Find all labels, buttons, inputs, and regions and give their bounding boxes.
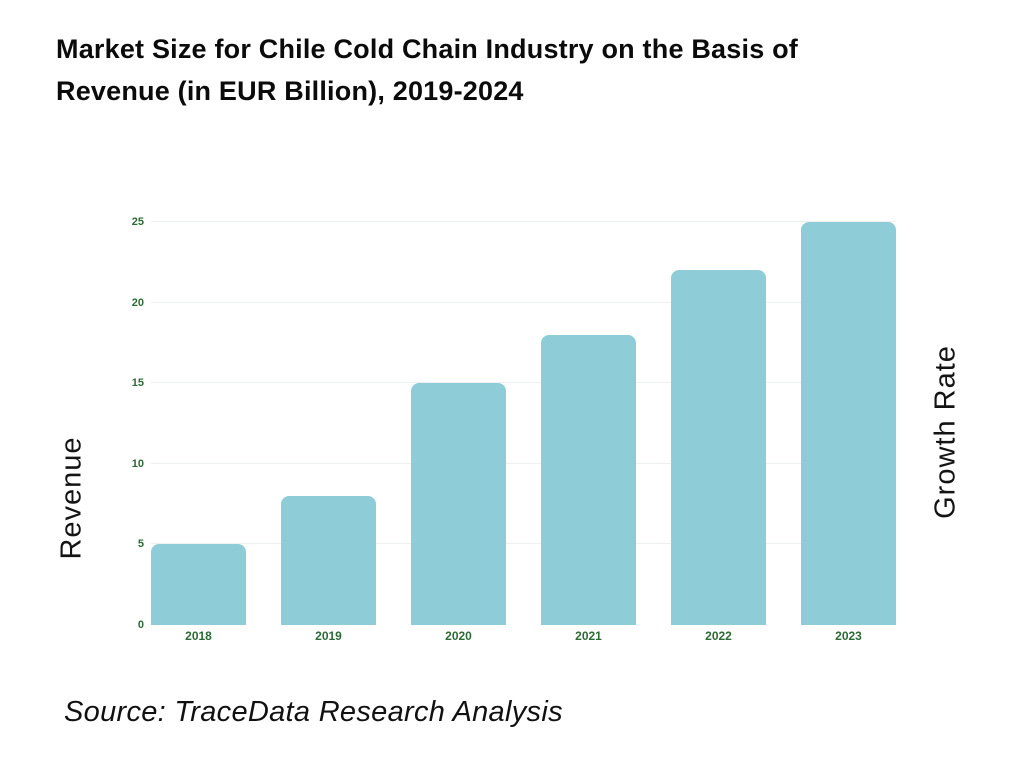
chart-title-line-1: Market Size for Chile Cold Chain Industr… <box>56 34 798 64</box>
bar-2018 <box>151 544 246 625</box>
bar-2023 <box>801 222 896 625</box>
y-tick-label-0: 0 <box>137 619 144 631</box>
plot-area <box>151 221 896 625</box>
x-axis-label-2019: 2019 <box>315 629 342 643</box>
gridline-25 <box>151 221 896 222</box>
chart-title-line-2: Revenue (in EUR Billion), 2019-2024 <box>56 76 524 106</box>
y-axis-ticks: 0 5 10 15 20 25 <box>96 216 144 631</box>
y-tick-label-10: 10 <box>131 458 144 470</box>
gridline-20 <box>151 302 896 303</box>
bar-2021 <box>541 335 636 625</box>
x-axis-label-2022: 2022 <box>705 629 732 643</box>
bar-2019 <box>281 496 376 625</box>
x-axis-label-2021: 2021 <box>575 629 602 643</box>
gridline-5 <box>151 543 896 544</box>
y-tick-label-15: 15 <box>131 377 144 389</box>
x-axis-label-2023: 2023 <box>835 629 862 643</box>
x-axis-label-2020: 2020 <box>445 629 472 643</box>
gridline-15 <box>151 382 896 383</box>
x-axis-label-2018: 2018 <box>185 629 212 643</box>
chart-title: Market Size for Chile Cold Chain Industr… <box>56 28 798 112</box>
y-tick-label-5: 5 <box>137 538 144 550</box>
source-text: Source: TraceData Research Analysis <box>64 696 563 728</box>
y-tick-label-20: 20 <box>131 297 144 309</box>
y-tick-label-25: 25 <box>131 216 144 228</box>
gridline-10 <box>151 463 896 464</box>
x-axis-labels: 2018 2019 2020 2021 2022 2023 <box>151 629 896 645</box>
y-axis-label-growth-rate: Growth Rate <box>929 345 962 519</box>
bar-2020 <box>411 383 506 625</box>
bar-2022 <box>671 270 766 625</box>
y-axis-label-revenue: Revenue <box>55 436 88 560</box>
